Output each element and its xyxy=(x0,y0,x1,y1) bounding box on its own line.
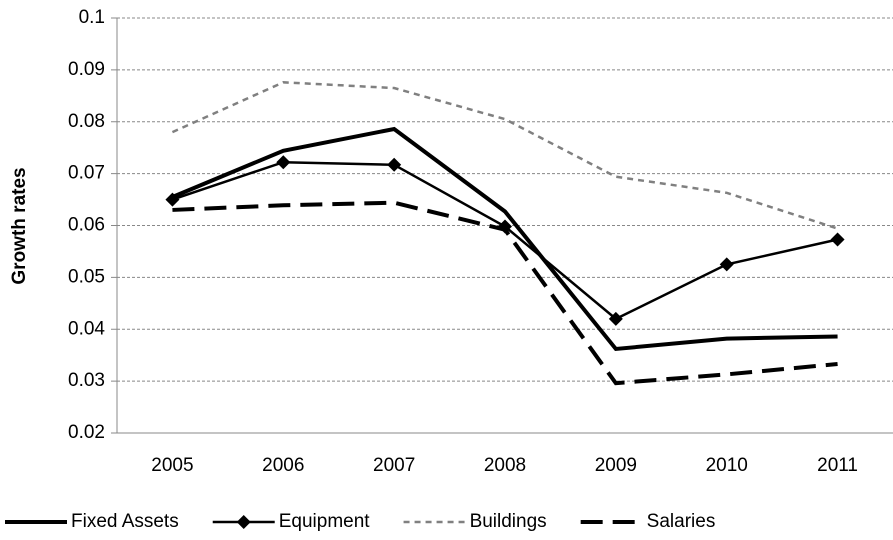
x-tick-label: 2009 xyxy=(595,455,637,476)
y-tick-label: 0.09 xyxy=(68,59,105,80)
marker xyxy=(830,232,845,247)
y-tick-label: 0.04 xyxy=(68,318,105,339)
marker xyxy=(719,257,734,272)
x-tick-label: 2005 xyxy=(151,455,193,476)
marker xyxy=(608,311,623,326)
x-tick-label: 2011 xyxy=(817,455,858,476)
legend-label: Equipment xyxy=(279,511,371,532)
series-line xyxy=(171,126,838,352)
y-tick-label: 0.07 xyxy=(68,163,105,184)
series-line xyxy=(171,81,838,230)
x-tick-label: 2006 xyxy=(262,455,304,476)
x-tick-label: 2010 xyxy=(706,455,748,476)
x-tick-label: 2008 xyxy=(484,455,526,476)
y-tick-label: 0.1 xyxy=(79,7,105,28)
x-tick-label: 2007 xyxy=(373,455,415,476)
y-tick-label: 0.03 xyxy=(68,370,105,391)
series-line xyxy=(172,200,838,386)
marker xyxy=(276,155,291,170)
marker xyxy=(165,192,180,207)
y-axis-label: Growth rates xyxy=(9,167,30,284)
y-tick-label: 0.08 xyxy=(68,111,105,132)
legend-marker xyxy=(236,515,251,529)
series-line xyxy=(172,160,838,321)
legend-label: Buildings xyxy=(470,511,547,532)
legend-label: Fixed Assets xyxy=(71,511,179,532)
y-tick-label: 0.05 xyxy=(68,266,105,287)
marker xyxy=(387,157,402,172)
y-tick-label: 0.02 xyxy=(68,422,105,443)
y-tick-label: 0.06 xyxy=(68,215,105,236)
legend-label: Salaries xyxy=(647,511,716,532)
